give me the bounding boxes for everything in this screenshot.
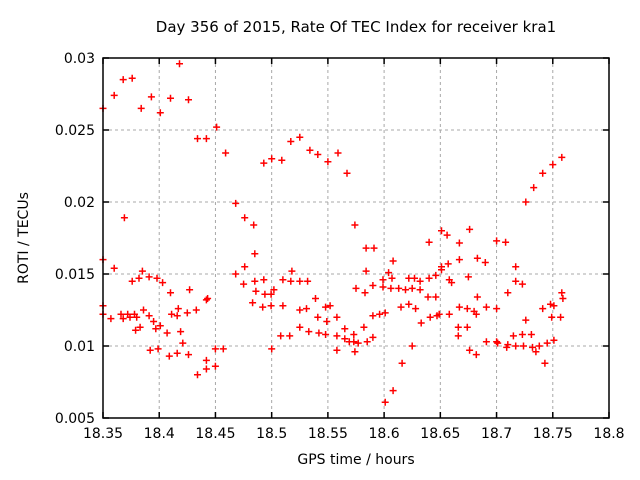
axes-frame (102, 57, 610, 419)
x-tick-label: 18.7 (481, 426, 512, 442)
x-tick-label: 18.75 (533, 426, 573, 442)
x-axis-label: GPS time / hours (297, 452, 415, 468)
x-tick-label: 18.4 (144, 426, 175, 442)
plot-border (102, 57, 610, 419)
x-tick-label: 18.8 (593, 426, 624, 442)
y-tick-label: 0.025 (55, 123, 95, 139)
tick-marks (102, 57, 610, 419)
x-tick-label: 18.45 (195, 426, 235, 442)
y-tick-label: 0.03 (64, 51, 95, 67)
x-tick-label: 18.65 (420, 426, 460, 442)
x-tick-label: 18.35 (83, 426, 123, 442)
x-tick-label: 18.55 (308, 426, 348, 442)
grid-path (103, 58, 609, 418)
tick-labels: 18.35 18.4 18.45 18.5 18.55 18.6 18.65 18.7 18.7… (55, 51, 625, 442)
y-tick-label: 0.015 (55, 267, 95, 283)
chart-title: Day 356 of 2015, Rate Of TEC Index for r… (155, 18, 557, 36)
grid-lines (103, 58, 609, 418)
y-tick-label: 0.005 (55, 411, 95, 427)
y-tick-label: 0.02 (64, 195, 95, 211)
x-tick-label: 18.5 (256, 426, 287, 442)
x-tick-label: 18.6 (369, 426, 400, 442)
y-tick-label: 0.01 (64, 339, 95, 355)
